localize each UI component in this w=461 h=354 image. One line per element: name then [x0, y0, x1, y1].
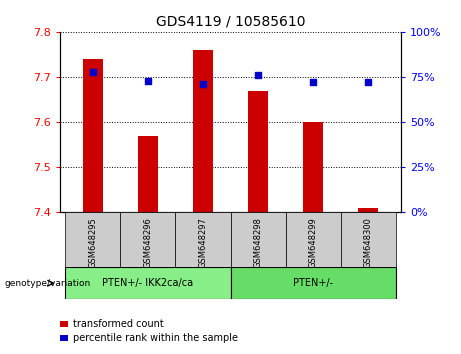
Point [89, 69, 97, 74]
Text: GDS4119 / 10585610: GDS4119 / 10585610 [156, 14, 305, 28]
Text: PTEN+/- IKK2ca/ca: PTEN+/- IKK2ca/ca [102, 278, 194, 288]
Point [364, 80, 372, 85]
Point [254, 72, 262, 78]
Text: GSM648298: GSM648298 [254, 217, 262, 268]
Text: percentile rank within the sample: percentile rank within the sample [73, 333, 238, 343]
Bar [176, 212, 230, 267]
Bar [230, 212, 285, 267]
Bar [359, 208, 378, 212]
Bar [193, 50, 213, 212]
Text: GSM648299: GSM648299 [308, 217, 318, 268]
Text: PTEN+/-: PTEN+/- [293, 278, 333, 288]
Text: genotype/variation: genotype/variation [5, 279, 91, 288]
Text: GSM648300: GSM648300 [364, 217, 372, 268]
Text: GSM648295: GSM648295 [89, 217, 97, 268]
Point [199, 81, 207, 87]
Bar [83, 59, 103, 212]
Bar [303, 122, 323, 212]
Bar [285, 212, 341, 267]
Text: transformed count: transformed count [73, 319, 164, 329]
Text: GSM648297: GSM648297 [199, 217, 207, 268]
Bar [230, 267, 396, 299]
Text: GSM648296: GSM648296 [143, 217, 153, 268]
Point [144, 78, 152, 84]
Bar [65, 267, 230, 299]
Bar [341, 212, 396, 267]
Bar [120, 212, 176, 267]
Bar [65, 212, 120, 267]
Bar [248, 91, 268, 212]
Point [309, 80, 317, 85]
Bar [138, 136, 158, 212]
